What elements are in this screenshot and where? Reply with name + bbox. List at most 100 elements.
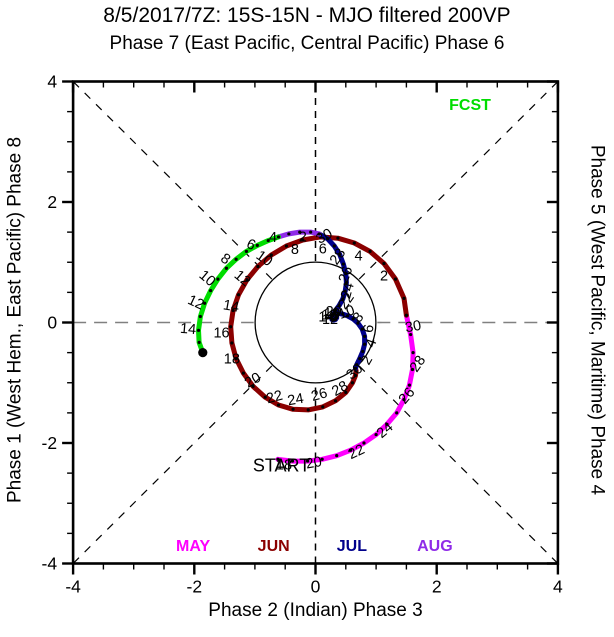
day-dot	[404, 313, 408, 317]
day-label: 16	[321, 308, 337, 324]
x-tick-label: 4	[553, 577, 563, 597]
day-dot	[317, 232, 321, 236]
day-label: 6	[319, 241, 327, 257]
y-tick-label: -2	[42, 433, 58, 453]
day-dot	[290, 459, 295, 463]
day-label: 30	[313, 226, 335, 248]
day-dot	[407, 383, 412, 387]
unit-circle	[254, 261, 377, 384]
day-dot	[395, 411, 399, 415]
day-label: 14	[318, 309, 334, 325]
day-dot	[332, 244, 336, 248]
day-label: 20	[305, 454, 324, 473]
day-dot	[276, 403, 281, 407]
day-dot	[263, 395, 267, 399]
y-axis-label-right: Phase 5 (West Pacific, Maritime) Phase 4	[586, 144, 608, 496]
day-dot	[402, 398, 406, 402]
x-tick-label: 2	[432, 577, 442, 597]
day-label: 2	[358, 353, 376, 368]
day-dot	[284, 244, 289, 248]
day-dot	[368, 249, 372, 254]
day-dot	[256, 264, 260, 269]
day-dot	[255, 243, 259, 247]
day-dot	[362, 342, 367, 346]
day-dot	[409, 332, 413, 337]
fcst-label: FCST	[449, 97, 491, 114]
day-dot	[309, 230, 313, 234]
day-dot	[216, 277, 220, 281]
day-dot	[244, 249, 249, 254]
day-dot	[234, 357, 238, 361]
day-dot	[358, 357, 362, 361]
day-label: 28	[329, 378, 351, 400]
day-dot	[332, 311, 336, 316]
day-dot	[355, 363, 359, 367]
day-label: 8	[291, 242, 299, 258]
day-dot	[291, 407, 295, 411]
day-dot	[196, 328, 201, 332]
day-dot	[197, 340, 201, 344]
day-dot	[198, 314, 202, 319]
day-label: 28	[407, 353, 429, 375]
day-label: 16	[213, 326, 229, 342]
day-dot	[251, 384, 255, 388]
day-label: 18	[276, 458, 292, 474]
day-dot	[374, 432, 378, 437]
day-dot	[224, 266, 229, 270]
day-dot	[393, 277, 398, 281]
day-dot	[298, 230, 302, 234]
day-label: 30	[344, 361, 367, 384]
trajectory-may	[275, 312, 416, 464]
month-label-aug: AUG	[417, 538, 453, 555]
day-label: 12	[185, 292, 206, 313]
day-dot	[276, 457, 280, 461]
day-dot	[335, 316, 339, 320]
day-dot	[306, 408, 310, 412]
day-label: 28	[327, 246, 349, 268]
day-dot	[276, 235, 281, 239]
day-dot	[341, 297, 345, 301]
y-tick-label: -4	[42, 554, 58, 574]
day-label: 26	[396, 385, 419, 408]
y-tick-label: 0	[47, 313, 57, 333]
day-label: 24	[374, 419, 397, 442]
day-dot	[333, 399, 338, 403]
day-dot	[346, 314, 350, 318]
day-dot	[269, 253, 273, 257]
day-dot	[266, 238, 270, 243]
day-label: 2	[380, 269, 388, 285]
day-dot	[229, 325, 233, 329]
day-dot	[344, 272, 348, 276]
day-dot	[231, 308, 235, 313]
day-dot	[287, 232, 291, 236]
day-dot	[353, 366, 358, 370]
day-label: 24	[338, 281, 358, 301]
day-label: 10	[196, 267, 219, 290]
day-label: 26	[336, 264, 357, 285]
day-dot	[344, 281, 349, 285]
y-tick-label: 2	[47, 192, 57, 212]
day-label: 4	[269, 230, 277, 246]
day-dot	[335, 454, 339, 458]
day-dot	[209, 288, 213, 293]
month-label-may: MAY	[176, 538, 210, 555]
day-dot	[361, 349, 365, 354]
day-dot	[382, 261, 386, 266]
day-dot	[341, 262, 345, 266]
day-dot	[301, 238, 305, 242]
x-axis-label: Phase 2 (Indian) Phase 3	[208, 600, 423, 621]
day-label: 10	[253, 248, 275, 270]
day-dot	[333, 308, 338, 313]
day-dot	[410, 367, 415, 372]
day-label: 14	[222, 297, 241, 316]
day-dot	[344, 390, 348, 394]
guide-diagonal-sw	[72, 365, 273, 564]
y-tick-label: 4	[47, 72, 57, 92]
day-dot	[360, 327, 364, 331]
day-label: 24	[286, 391, 305, 410]
guide-diagonal-se	[358, 365, 559, 564]
start-label: START	[253, 455, 310, 475]
